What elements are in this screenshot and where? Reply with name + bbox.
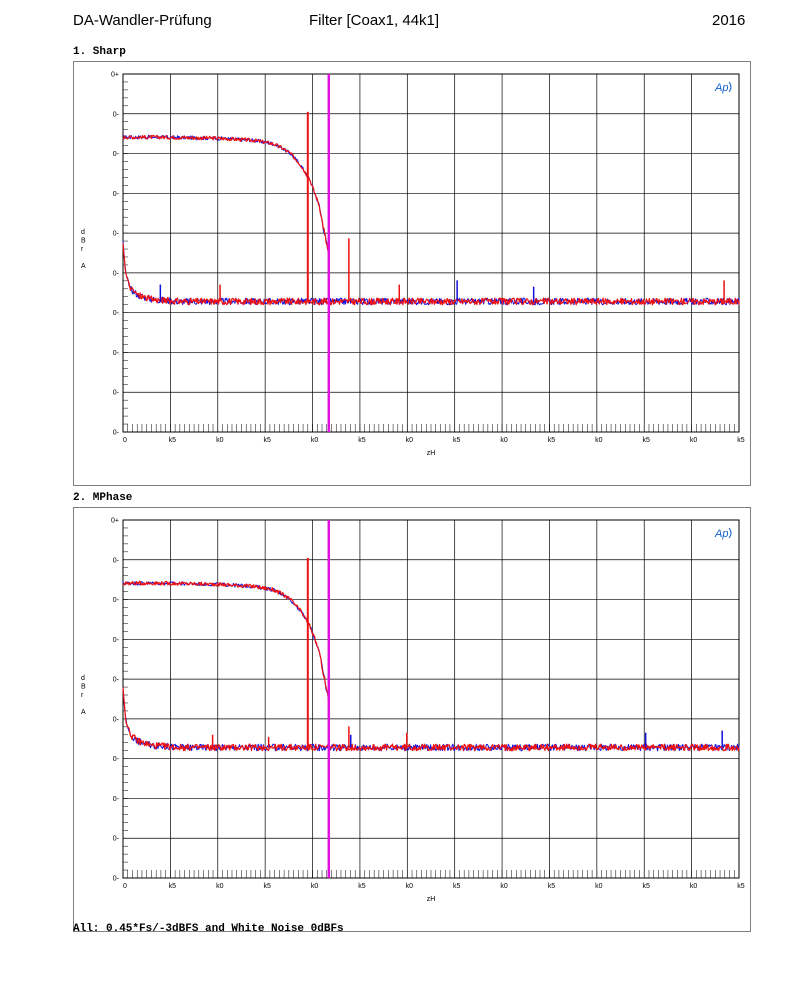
- x-tick-label: k0: [311, 437, 319, 444]
- x-tick-label: k5: [737, 437, 745, 444]
- y-axis-label-char: r: [81, 692, 84, 699]
- x-tick-label: k5: [453, 883, 461, 890]
- chart-1-frame: 0 k5 k0 k5 k0 k5 k0 k5 k0 k5 k0 k5 k0 k5 0+ 0- 0- 0- 0- 0- 0…: [73, 61, 751, 486]
- ap-logo-arc: [728, 81, 732, 93]
- x-tick-label: k0: [216, 437, 224, 444]
- y-axis-label-char: d: [81, 675, 85, 682]
- x-tick-label: k0: [595, 437, 603, 444]
- footnote: All: 0.45*Fs/-3dBFS and White Noise 0dBF…: [73, 923, 344, 935]
- y-tick-label: 0-: [113, 191, 120, 198]
- chart-2-svg: 0 k5 k0 k5 k0 k5 k0 k5 k0 k5 k0 k5 k0 k5 0+ 0- 0- 0- 0- 0- 0…: [81, 518, 745, 904]
- y-tick-label: 0+: [111, 518, 119, 525]
- chart-1-title: 1. Sharp: [73, 46, 126, 58]
- x-tick-label: k5: [169, 883, 177, 890]
- x-tick-label: k0: [406, 437, 414, 444]
- x-tick-label: k0: [500, 883, 508, 890]
- ap-logo: Ap: [714, 528, 728, 540]
- y-tick-label: 0-: [113, 111, 120, 118]
- y-tick-label: 0-: [113, 677, 120, 684]
- x-tick-label: k5: [169, 437, 177, 444]
- y-tick-label: 0-: [113, 310, 120, 317]
- series-red-line: [122, 580, 330, 710]
- chart-2-frame: 0 k5 k0 k5 k0 k5 k0 k5 k0 k5 k0 k5 k0 k5 0+ 0- 0- 0- 0- 0- 0…: [73, 507, 751, 932]
- filter-subtitle: Filter [Coax1, 44k1]: [309, 12, 440, 29]
- x-tick-label: k5: [358, 883, 366, 890]
- y-tick-label: 0-: [113, 151, 120, 158]
- x-tick-label: k5: [643, 883, 651, 890]
- y-tick-label: 0-: [113, 876, 120, 883]
- y-tick-label: 0+: [111, 72, 119, 79]
- report-title: DA-Wandler-Prüfung: [73, 12, 212, 29]
- y-tick-label: 0-: [113, 430, 120, 437]
- plot-border: [122, 73, 740, 433]
- y-tick-label: 0-: [113, 796, 120, 803]
- report-year: 2016: [712, 12, 746, 29]
- y-axis-label-char: B: [81, 238, 86, 245]
- series-red-line: [122, 687, 740, 752]
- y-tick-label: 0-: [113, 231, 120, 238]
- x-tick-label: k5: [263, 437, 271, 444]
- y-axis-label-char: A: [81, 709, 86, 716]
- x-tick-label: 0: [123, 437, 127, 444]
- y-tick-label: 0-: [113, 390, 120, 397]
- plot-border: [122, 519, 740, 879]
- ap-logo: Ap: [714, 82, 728, 94]
- chart-grid: [122, 519, 740, 879]
- y-axis-label-char: A: [81, 263, 86, 270]
- x-tick-label: k0: [406, 883, 414, 890]
- x-axis-label: zH: [427, 896, 436, 903]
- y-axis-label-char: d: [81, 229, 85, 236]
- y-tick-label: 0-: [113, 637, 120, 644]
- x-axis-label: zH: [427, 450, 436, 457]
- x-tick-label: k0: [311, 883, 319, 890]
- x-tick-label: 0: [123, 883, 127, 890]
- chart-1-svg: 0 k5 k0 k5 k0 k5 k0 k5 k0 k5 k0 k5 k0 k5 0+ 0- 0- 0- 0- 0- 0…: [81, 72, 745, 458]
- x-tick-label: k5: [548, 883, 556, 890]
- chart-grid: [122, 73, 740, 433]
- x-tick-label: k5: [263, 883, 271, 890]
- y-tick-label: 0-: [113, 756, 120, 763]
- series-red-line: [122, 134, 330, 264]
- x-tick-label: k5: [358, 437, 366, 444]
- y-tick-label: 0-: [113, 557, 120, 564]
- series-blue-line: [122, 134, 330, 264]
- series-blue-line: [122, 581, 330, 710]
- chart-2-title: 2. MPhase: [73, 492, 133, 504]
- y-tick-label: 0-: [113, 597, 120, 604]
- series-red-line: [122, 243, 740, 306]
- y-axis-label-char: B: [81, 684, 86, 691]
- x-tick-label: k5: [643, 437, 651, 444]
- x-tick-label: k0: [690, 883, 698, 890]
- x-tick-label: k0: [690, 437, 698, 444]
- x-tick-label: k5: [737, 883, 745, 890]
- series-blue-line: [122, 687, 740, 752]
- y-axis-label-char: r: [81, 246, 84, 253]
- y-tick-label: 0-: [113, 716, 120, 723]
- ap-logo-arc: [728, 527, 732, 539]
- y-tick-label: 0-: [113, 270, 120, 277]
- y-tick-label: 0-: [113, 836, 120, 843]
- y-tick-label: 0-: [113, 350, 120, 357]
- x-tick-label: k0: [595, 883, 603, 890]
- x-tick-label: k5: [548, 437, 556, 444]
- x-tick-label: k0: [500, 437, 508, 444]
- x-tick-label: k0: [216, 883, 224, 890]
- x-tick-label: k5: [453, 437, 461, 444]
